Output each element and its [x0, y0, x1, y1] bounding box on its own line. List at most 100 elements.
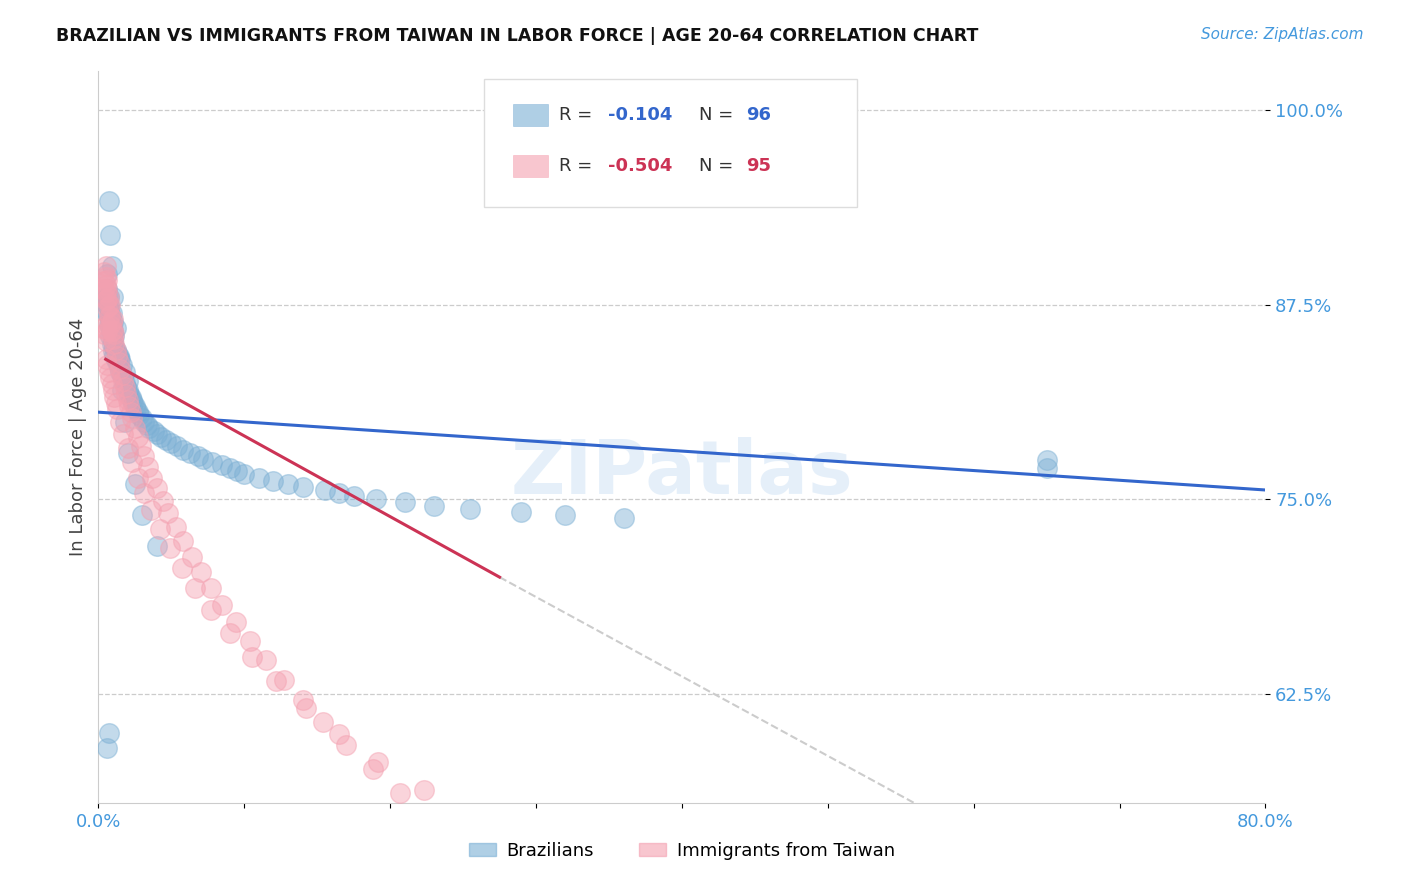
- Text: -0.104: -0.104: [609, 106, 672, 124]
- Point: [211, 458, 233, 472]
- Point: [146, 482, 169, 496]
- Point: [98, 329, 121, 343]
- Point: [233, 467, 256, 482]
- Point: [121, 411, 143, 425]
- Point: [211, 598, 233, 612]
- Point: [139, 503, 162, 517]
- Point: [335, 738, 357, 752]
- Point: [96, 301, 118, 315]
- FancyBboxPatch shape: [484, 78, 858, 207]
- Point: [103, 327, 125, 342]
- Point: [149, 522, 172, 536]
- Point: [103, 349, 125, 363]
- Point: [127, 470, 149, 484]
- Point: [247, 470, 270, 484]
- Point: [112, 371, 135, 385]
- Point: [389, 787, 412, 801]
- Text: R =: R =: [560, 158, 599, 176]
- Point: [394, 495, 416, 509]
- Point: [101, 323, 124, 337]
- Point: [103, 329, 125, 343]
- Point: [105, 355, 128, 369]
- Point: [146, 539, 169, 553]
- Point: [108, 355, 131, 369]
- Point: [180, 549, 202, 564]
- Point: [136, 459, 159, 474]
- Point: [97, 290, 120, 304]
- Point: [135, 417, 157, 432]
- Point: [159, 541, 181, 555]
- Point: [361, 762, 384, 776]
- Point: [226, 464, 249, 478]
- Point: [93, 327, 115, 342]
- Point: [120, 405, 142, 419]
- Point: [114, 365, 136, 379]
- Point: [225, 615, 247, 630]
- Point: [412, 783, 434, 797]
- Point: [96, 282, 118, 296]
- Point: [104, 321, 127, 335]
- Point: [117, 441, 139, 455]
- Point: [100, 259, 122, 273]
- Point: [97, 318, 120, 332]
- Point: [554, 508, 576, 522]
- Point: [105, 349, 128, 363]
- Point: [114, 376, 136, 390]
- Point: [117, 374, 139, 388]
- Point: [108, 359, 131, 374]
- Point: [172, 534, 194, 549]
- Point: [367, 756, 389, 770]
- Point: [96, 292, 118, 306]
- Point: [98, 298, 121, 312]
- Point: [129, 439, 152, 453]
- Point: [146, 427, 169, 442]
- Point: [101, 311, 124, 326]
- Point: [117, 445, 139, 459]
- Point: [132, 486, 155, 500]
- Point: [103, 340, 125, 354]
- Text: -0.504: -0.504: [609, 158, 672, 176]
- Point: [239, 634, 262, 648]
- Point: [94, 269, 117, 284]
- Point: [172, 442, 194, 457]
- Point: [96, 273, 118, 287]
- Point: [460, 501, 482, 516]
- Point: [262, 474, 284, 488]
- Point: [122, 396, 145, 410]
- Text: 95: 95: [747, 158, 770, 176]
- Point: [93, 282, 115, 296]
- Point: [115, 386, 138, 401]
- Bar: [513, 104, 548, 127]
- Point: [132, 415, 155, 429]
- Point: [200, 603, 222, 617]
- Point: [190, 566, 212, 580]
- Point: [128, 409, 150, 423]
- Point: [138, 421, 160, 435]
- Point: [142, 424, 165, 438]
- Point: [98, 371, 121, 385]
- Point: [111, 384, 134, 398]
- Point: [98, 309, 121, 323]
- Point: [131, 508, 153, 522]
- Point: [115, 380, 138, 394]
- Point: [510, 505, 533, 519]
- Point: [100, 377, 122, 392]
- Point: [94, 259, 117, 273]
- Point: [150, 430, 173, 444]
- Point: [103, 390, 125, 404]
- Point: [97, 725, 120, 739]
- Point: [291, 480, 314, 494]
- Point: [218, 626, 240, 640]
- Point: [117, 392, 139, 407]
- Point: [124, 399, 146, 413]
- Point: [100, 324, 122, 338]
- Point: [110, 352, 132, 367]
- Point: [96, 282, 118, 296]
- Point: [100, 305, 122, 319]
- Point: [125, 402, 148, 417]
- Bar: [513, 155, 548, 178]
- Point: [157, 506, 180, 520]
- Point: [103, 336, 125, 351]
- Point: [187, 449, 209, 463]
- Point: [132, 449, 155, 463]
